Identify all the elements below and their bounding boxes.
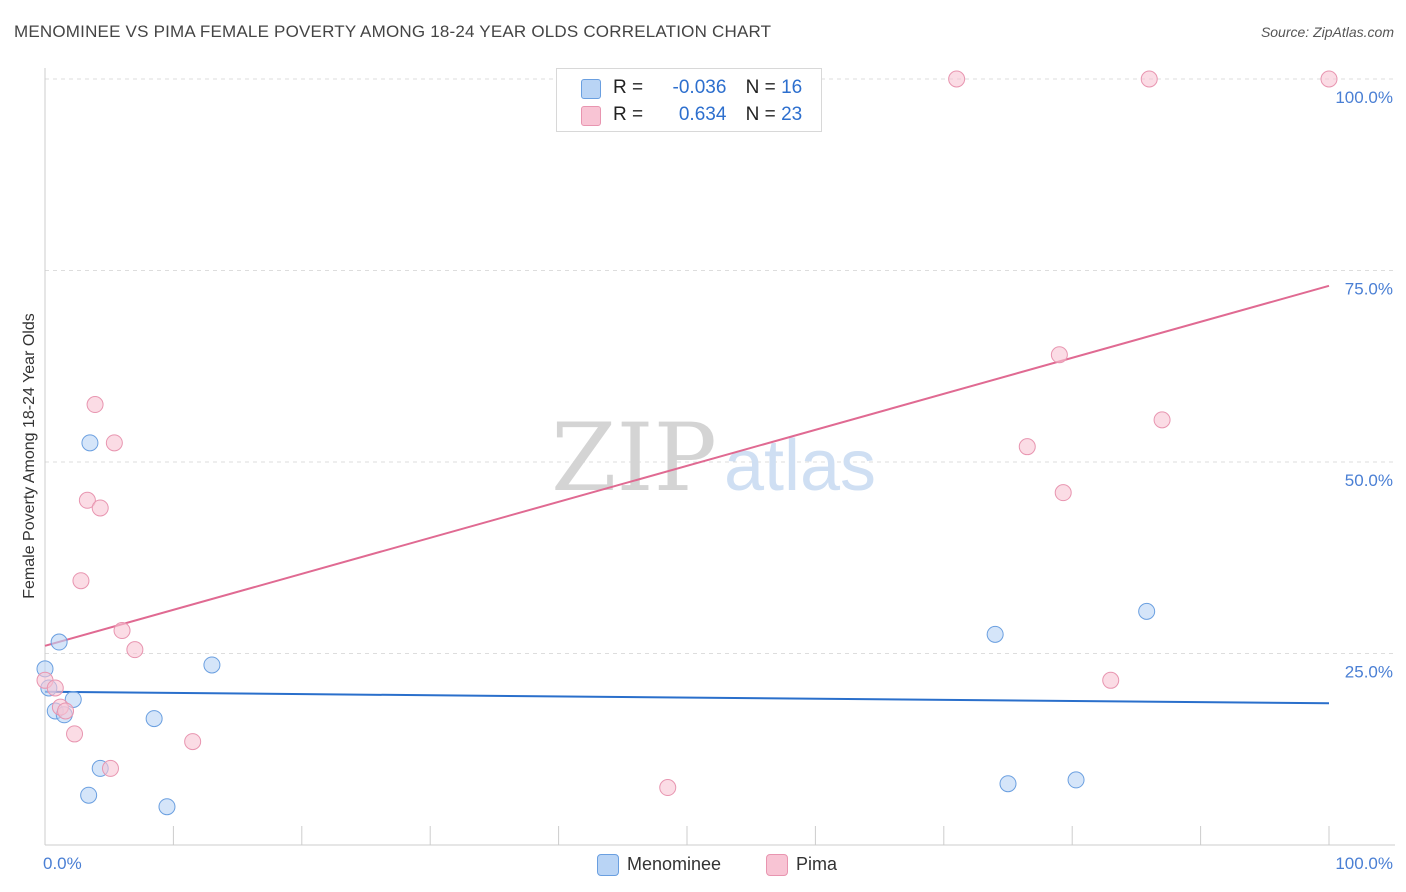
point-pima-7 (91, 499, 109, 517)
menominee-r-value: -0.036 (672, 77, 727, 98)
x-tick-label-100: 100.0% (1335, 854, 1393, 873)
y-tick-label-25: 25.0% (1345, 663, 1393, 682)
data-points (36, 70, 1338, 816)
point-menominee-9 (158, 798, 176, 816)
point-pima-21 (1320, 70, 1338, 88)
pima-legend-swatch (766, 854, 788, 876)
point-menominee-5 (81, 434, 99, 452)
menominee-n-label: N = (745, 77, 776, 98)
x-tick-label-0: 0.0% (43, 854, 82, 873)
point-pima-18 (1102, 671, 1120, 689)
point-pima-9 (105, 434, 123, 452)
tick-labels: 25.0% 50.0% 75.0% 100.0% 0.0% 100.0% (43, 88, 1393, 873)
point-menominee-10 (203, 656, 221, 674)
trend-lines (44, 284, 1330, 705)
watermark: ZIP atlas (551, 404, 876, 513)
point-pima-15 (1018, 438, 1036, 456)
trendline-pima (44, 284, 1330, 647)
point-pima-17 (1054, 484, 1072, 502)
point-pima-10 (113, 622, 131, 640)
point-pima-19 (1140, 70, 1158, 88)
watermark-zip: ZIP (551, 404, 717, 513)
pima-r-value: 0.634 (678, 104, 727, 125)
point-pima-4 (72, 572, 90, 590)
pima-r-label: R = (613, 104, 644, 125)
axes (44, 68, 1395, 846)
point-pima-6 (86, 396, 104, 414)
menominee-legend-label: Menominee (627, 854, 722, 874)
point-menominee-8 (145, 710, 163, 728)
menominee-swatch (581, 79, 601, 99)
chart-title: MENOMINEE VS PIMA FEMALE POVERTY AMONG 1… (14, 22, 772, 41)
pima-n-value: 23 (781, 104, 803, 125)
point-menominee-12 (999, 775, 1017, 793)
point-pima-14 (948, 70, 966, 88)
point-pima-3 (66, 725, 84, 743)
watermark-atlas: atlas (724, 426, 876, 506)
menominee-r-label: R = (613, 77, 644, 98)
point-menominee-13 (1067, 771, 1085, 789)
menominee-legend-swatch (597, 854, 619, 876)
trendline-menominee (44, 690, 1330, 705)
y-tick-label-75: 75.0% (1345, 280, 1393, 299)
y-axis-title: Female Poverty Among 18-24 Year Olds (21, 313, 38, 599)
y-tick-label-50: 50.0% (1345, 471, 1393, 490)
point-menominee-11 (986, 625, 1004, 643)
pima-swatch (581, 106, 601, 126)
point-menominee-2 (50, 633, 68, 651)
stats-legend: R = -0.036 N = 16 R = 0.634 N = 23 (556, 68, 822, 132)
point-pima-5 (78, 491, 96, 509)
point-pima-20 (1153, 411, 1171, 429)
source-credit: Source: ZipAtlas.com (1260, 24, 1394, 40)
point-pima-1 (46, 679, 64, 697)
pima-n-label: N = (745, 104, 776, 125)
y-tick-label-100: 100.0% (1335, 88, 1393, 107)
point-menominee-14 (1138, 602, 1156, 620)
point-pima-16 (1050, 346, 1068, 364)
point-pima-22 (57, 702, 75, 720)
point-pima-13 (659, 779, 677, 797)
grid-lines (45, 78, 1395, 654)
point-menominee-6 (80, 786, 98, 804)
point-pima-8 (101, 759, 119, 777)
point-pima-11 (126, 641, 144, 659)
point-pima-12 (184, 733, 202, 751)
pima-legend-label: Pima (796, 854, 838, 874)
menominee-n-value: 16 (781, 77, 803, 98)
series-legend: Menominee Pima (0, 852, 1406, 878)
